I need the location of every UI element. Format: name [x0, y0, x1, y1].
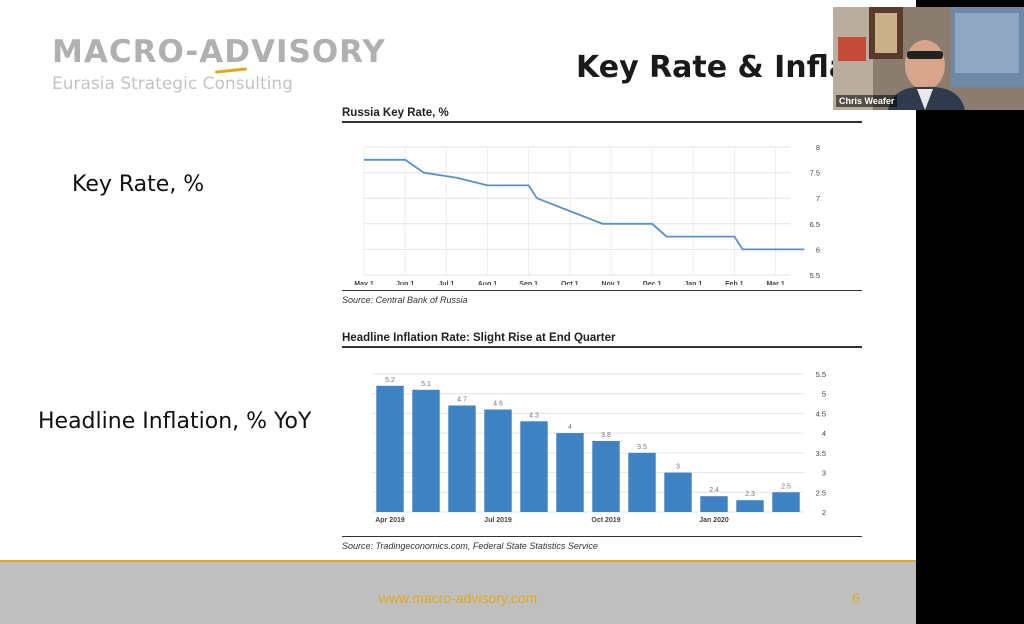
inflation-bar	[592, 441, 620, 512]
line-chart-x-tick: Mar 1	[766, 281, 784, 285]
inflation-bar-value-label: 2.4	[709, 487, 719, 494]
inflation-bar-value-label: 4.6	[493, 400, 503, 407]
webcam-video-frame	[833, 7, 1024, 110]
line-chart-x-tick: Dec 1	[643, 281, 662, 285]
inflation-chart-title: Headline Inflation Rate: Slight Rise at …	[342, 332, 862, 348]
line-chart-y-tick: 6.5	[810, 220, 820, 229]
line-chart-y-tick: 7	[816, 194, 820, 203]
inflation-chart: Headline Inflation Rate: Slight Rise at …	[342, 332, 862, 551]
key-rate-chart-source: Source: Central Bank of Russia	[342, 290, 862, 305]
bar-chart-x-tick: Jul 2019	[484, 517, 512, 524]
line-chart-x-tick: Jun 1	[396, 281, 414, 285]
inflation-bar	[772, 492, 800, 512]
inflation-bar-value-label: 2.3	[745, 491, 755, 498]
key-rate-label: Key Rate, %	[72, 172, 205, 197]
inflation-bar	[736, 500, 764, 512]
footer-accent-line	[0, 560, 916, 562]
inflation-bar-value-label: 5.1	[421, 381, 431, 388]
bar-chart-x-tick: Jan 2020	[699, 517, 729, 524]
inflation-bar-plot: 5.5 5 4.5 4 3.5 3 2.5 2 5.2 Apr 2019 5.1 4.7 4.6 Jul …	[372, 370, 826, 536]
key-rate-chart-title: Russia Key Rate, %	[342, 107, 862, 123]
inflation-bar-value-label: 5.2	[385, 377, 395, 384]
footer-band	[0, 562, 916, 624]
inflation-bar	[520, 421, 548, 512]
bar-chart-y-tick: 4	[822, 429, 826, 438]
bar-chart-y-tick: 5.5	[816, 370, 826, 379]
bar-chart-x-tick: Oct 2019	[591, 517, 620, 524]
bar-chart-y-tick: 5	[822, 390, 826, 399]
inflation-bar	[664, 472, 692, 512]
line-chart-x-tick: May 1	[354, 281, 374, 285]
bar-chart-y-tick: 3.5	[816, 449, 826, 458]
inflation-bar	[448, 405, 476, 512]
slide-title: Key Rate & Inflat	[576, 50, 864, 85]
webcam-thumbnail[interactable]: Chris Weafer	[833, 7, 1024, 110]
participant-name-tag: Chris Weafer	[836, 95, 898, 107]
key-rate-chart: Russia Key Rate, % 8 7.5 7 6.5 6 5.5 May 1 Jun …	[342, 107, 862, 305]
line-chart-y-tick: 7.5	[810, 169, 820, 178]
inflation-bar-value-label: 2.5	[781, 483, 791, 490]
inflation-bar-value-label: 3.8	[601, 432, 611, 439]
inflation-bar	[628, 452, 656, 512]
line-chart-y-tick: 8	[816, 143, 820, 152]
bar-chart-x-tick: Apr 2019	[375, 517, 405, 524]
inflation-bar-value-label: 3	[676, 464, 680, 471]
logo-wordmark: MACRO-ADVISORY	[52, 34, 386, 70]
line-chart-x-tick: Oct 1	[561, 281, 579, 285]
line-chart-x-tick: Sep 1	[519, 281, 538, 285]
bar-chart-watermark: SOURCE: TRADINGECONOMICS.COM | FEDERAL S…	[619, 530, 824, 531]
inflation-bar-value-label: 4.7	[457, 397, 467, 404]
slide-page-number: 6	[852, 590, 860, 606]
inflation-bar	[700, 496, 728, 512]
line-chart-x-tick: Jan 1	[684, 281, 702, 285]
line-chart-x-tick: Feb 1	[725, 281, 743, 285]
line-chart-y-tick: 6	[816, 245, 820, 254]
bar-chart-y-tick: 2.5	[816, 488, 826, 497]
bar-chart-y-tick: 3	[822, 469, 826, 478]
inflation-bar	[484, 409, 512, 512]
inflation-bar-value-label: 4	[568, 424, 572, 431]
bar-chart-y-tick: 4.5	[816, 409, 826, 418]
inflation-chart-source: Source: Tradingeconomics.com, Federal St…	[342, 536, 862, 551]
footer-website-link[interactable]: www.macro-advisory.com	[378, 590, 538, 606]
line-chart-x-tick: Jul 1	[438, 281, 454, 285]
line-chart-y-tick: 5.5	[810, 271, 820, 280]
line-chart-x-tick: Aug 1	[478, 281, 498, 285]
inflation-bar	[412, 389, 440, 512]
inflation-bar	[376, 385, 404, 512]
line-chart-x-tick: Nov 1	[601, 281, 620, 285]
logo-tagline: Eurasia Strategic Consulting	[52, 74, 293, 94]
inflation-bar	[556, 433, 584, 512]
inflation-bar-value-label: 4.3	[529, 412, 539, 419]
bar-chart-y-tick: 2	[822, 508, 826, 517]
presentation-slide: MACRO-ADVISORY Eurasia Strategic Consult…	[0, 0, 916, 624]
inflation-bar-value-label: 3.5	[637, 444, 647, 451]
inflation-label: Headline Inflation, % YoY	[38, 409, 312, 434]
key-rate-line-plot: 8 7.5 7 6.5 6 5.5 May 1 Jun 1 Jul 1 Aug 1 Sep 1 Oct…	[354, 143, 824, 302]
key-rate-series-line	[364, 158, 805, 251]
